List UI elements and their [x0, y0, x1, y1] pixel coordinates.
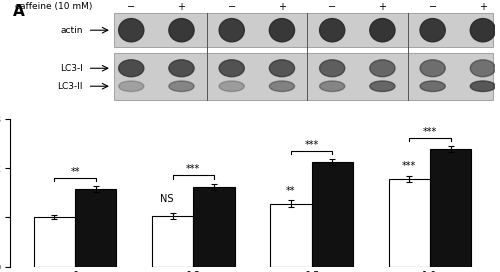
Text: ***: ***	[186, 164, 200, 174]
Ellipse shape	[118, 18, 144, 42]
Text: 0: 0	[72, 271, 78, 272]
Text: +: +	[278, 2, 286, 12]
Text: NS: NS	[160, 194, 173, 204]
Ellipse shape	[118, 81, 144, 91]
Ellipse shape	[219, 18, 244, 42]
Text: **: **	[286, 186, 296, 196]
Text: +: +	[479, 2, 487, 12]
Ellipse shape	[270, 18, 294, 42]
Text: −: −	[228, 2, 236, 12]
Bar	[388, 179, 430, 267]
Text: ***: ***	[402, 161, 416, 171]
Ellipse shape	[470, 18, 496, 42]
Text: LC3-II: LC3-II	[57, 82, 83, 91]
Bar	[312, 162, 353, 267]
Bar	[194, 187, 235, 267]
Ellipse shape	[370, 81, 395, 91]
Bar	[114, 54, 492, 100]
Bar	[152, 216, 194, 267]
Ellipse shape	[169, 81, 194, 91]
Bar	[75, 189, 116, 267]
Text: LC3-I: LC3-I	[60, 64, 83, 73]
Ellipse shape	[420, 18, 446, 42]
Text: ***: ***	[423, 127, 437, 137]
Text: +: +	[178, 2, 186, 12]
Text: +: +	[378, 2, 386, 12]
Ellipse shape	[270, 60, 294, 77]
Ellipse shape	[420, 81, 446, 91]
Ellipse shape	[470, 81, 496, 91]
Ellipse shape	[219, 60, 244, 77]
Text: −: −	[127, 2, 136, 12]
Text: **: **	[70, 167, 80, 177]
Ellipse shape	[219, 81, 244, 91]
Ellipse shape	[420, 60, 446, 77]
Text: 0.5: 0.5	[304, 271, 320, 272]
Ellipse shape	[169, 60, 194, 77]
Text: −: −	[328, 2, 336, 12]
Ellipse shape	[169, 18, 194, 42]
Text: actin: actin	[60, 26, 83, 35]
Bar	[114, 13, 492, 47]
Text: caffeine (10 mM): caffeine (10 mM)	[15, 2, 92, 11]
Ellipse shape	[320, 60, 345, 77]
Bar	[270, 204, 312, 267]
Ellipse shape	[320, 81, 345, 91]
Bar	[34, 217, 75, 267]
Text: −: −	[428, 2, 436, 12]
Bar	[430, 149, 472, 267]
Text: 0.2: 0.2	[186, 271, 201, 272]
Ellipse shape	[370, 18, 395, 42]
Text: 1.0: 1.0	[422, 271, 438, 272]
Ellipse shape	[320, 18, 345, 42]
Text: A: A	[12, 4, 24, 19]
Ellipse shape	[470, 60, 496, 77]
Ellipse shape	[370, 60, 395, 77]
Ellipse shape	[118, 60, 144, 77]
Text: ***: ***	[304, 140, 319, 150]
Ellipse shape	[270, 81, 294, 91]
